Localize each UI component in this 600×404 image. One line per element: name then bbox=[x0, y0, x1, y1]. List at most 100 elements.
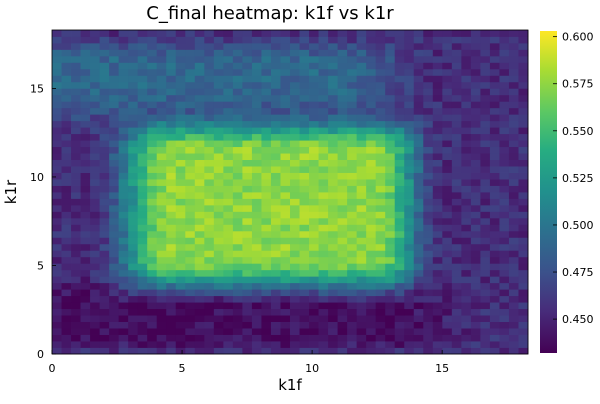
heatmap-cell bbox=[270, 146, 281, 154]
heatmap-cell bbox=[309, 146, 319, 154]
heatmap-cell bbox=[232, 289, 243, 297]
heatmap-cell bbox=[175, 185, 186, 193]
heatmap-cell bbox=[404, 127, 415, 135]
heatmap-cell bbox=[280, 127, 291, 135]
heatmap-cell bbox=[223, 185, 234, 193]
heatmap-cell bbox=[508, 146, 519, 154]
heatmap-cell bbox=[223, 75, 234, 83]
heatmap-cell bbox=[394, 321, 405, 329]
heatmap-cell bbox=[280, 62, 291, 70]
heatmap-cell bbox=[394, 341, 405, 348]
heatmap-cell bbox=[413, 101, 424, 109]
heatmap-cell bbox=[413, 289, 424, 297]
heatmap-cell bbox=[128, 94, 139, 102]
heatmap-cell bbox=[99, 204, 110, 212]
heatmap-cell bbox=[242, 75, 253, 83]
heatmap-cell bbox=[118, 237, 129, 245]
heatmap-cell bbox=[232, 302, 243, 310]
heatmap-cell bbox=[71, 114, 81, 122]
heatmap-cell bbox=[470, 321, 481, 329]
heatmap-cell bbox=[442, 198, 453, 206]
heatmap-cell bbox=[80, 94, 91, 102]
heatmap-cell bbox=[480, 36, 491, 44]
heatmap-cell bbox=[242, 230, 253, 238]
heatmap-cell bbox=[80, 198, 91, 206]
heatmap-cell bbox=[347, 250, 358, 258]
heatmap-cell bbox=[52, 321, 62, 329]
heatmap-cell bbox=[61, 172, 72, 180]
heatmap-cell bbox=[147, 101, 158, 109]
heatmap-cell bbox=[404, 198, 415, 206]
heatmap-cell bbox=[156, 55, 167, 63]
heatmap-cell bbox=[251, 211, 262, 219]
heatmap-cell bbox=[318, 75, 329, 83]
heatmap-cell bbox=[261, 146, 272, 154]
heatmap-cell bbox=[328, 68, 338, 76]
heatmap-cell bbox=[347, 308, 358, 316]
heatmap-cell bbox=[128, 81, 139, 89]
heatmap-cell bbox=[347, 107, 358, 115]
heatmap-cell bbox=[185, 140, 196, 148]
heatmap-cell bbox=[290, 211, 300, 219]
heatmap-cell bbox=[156, 68, 167, 76]
heatmap-cell bbox=[442, 295, 453, 303]
heatmap-cell bbox=[356, 94, 367, 102]
heatmap-cell bbox=[366, 269, 377, 277]
heatmap-cell bbox=[499, 94, 510, 102]
heatmap-cell bbox=[80, 308, 91, 316]
x-axis: 0 5 10 15 bbox=[49, 350, 449, 375]
heatmap-cell bbox=[413, 68, 424, 76]
heatmap-cell bbox=[109, 269, 120, 277]
heatmap-cell bbox=[128, 334, 139, 342]
heatmap-cell bbox=[261, 36, 272, 44]
heatmap-cell bbox=[394, 172, 405, 180]
heatmap-cell bbox=[147, 321, 158, 329]
heatmap-cell bbox=[470, 328, 481, 335]
heatmap-cell bbox=[223, 321, 234, 329]
heatmap-cell bbox=[451, 159, 462, 167]
heatmap-cell bbox=[242, 94, 253, 102]
heatmap-cell bbox=[261, 263, 272, 271]
heatmap-cell bbox=[166, 185, 177, 193]
heatmap-cell bbox=[109, 42, 120, 50]
heatmap-cell bbox=[480, 179, 491, 186]
heatmap-cell bbox=[90, 217, 100, 225]
heatmap-cell bbox=[175, 94, 186, 102]
heatmap-cell bbox=[337, 237, 348, 245]
heatmap-cell bbox=[147, 243, 158, 251]
heatmap-cell bbox=[461, 179, 472, 186]
heatmap-cell bbox=[166, 204, 177, 212]
heatmap-cell bbox=[394, 133, 405, 141]
heatmap-cell bbox=[480, 289, 491, 297]
heatmap-cell bbox=[337, 153, 348, 160]
heatmap-cell bbox=[489, 308, 500, 316]
heatmap-cell bbox=[223, 127, 234, 135]
heatmap-cell bbox=[99, 341, 110, 348]
heatmap-cell bbox=[347, 172, 358, 180]
heatmap-cell bbox=[204, 263, 215, 271]
heatmap-cell bbox=[147, 179, 158, 186]
heatmap-cell bbox=[385, 68, 396, 76]
heatmap-cell bbox=[80, 315, 91, 322]
heatmap-cell bbox=[71, 185, 81, 193]
heatmap-cell bbox=[318, 269, 329, 277]
heatmap-cell bbox=[128, 250, 139, 258]
heatmap-cell bbox=[499, 289, 510, 297]
heatmap-cell bbox=[52, 179, 62, 186]
heatmap-cell bbox=[137, 81, 148, 89]
heatmap-cell bbox=[356, 237, 367, 245]
heatmap-cell bbox=[270, 276, 281, 284]
heatmap-cell bbox=[309, 114, 319, 122]
heatmap-cell bbox=[128, 289, 139, 297]
heatmap-cell bbox=[375, 217, 386, 225]
heatmap-cell bbox=[156, 140, 167, 148]
heatmap-cell bbox=[499, 302, 510, 310]
heatmap-cell bbox=[470, 315, 481, 322]
heatmap-cell bbox=[185, 282, 196, 290]
heatmap-cell bbox=[261, 243, 272, 251]
heatmap-cell bbox=[337, 114, 348, 122]
heatmap-cell bbox=[118, 42, 129, 50]
heatmap-cell bbox=[71, 62, 81, 70]
heatmap-cell bbox=[270, 81, 281, 89]
heatmap-cell bbox=[61, 140, 72, 148]
